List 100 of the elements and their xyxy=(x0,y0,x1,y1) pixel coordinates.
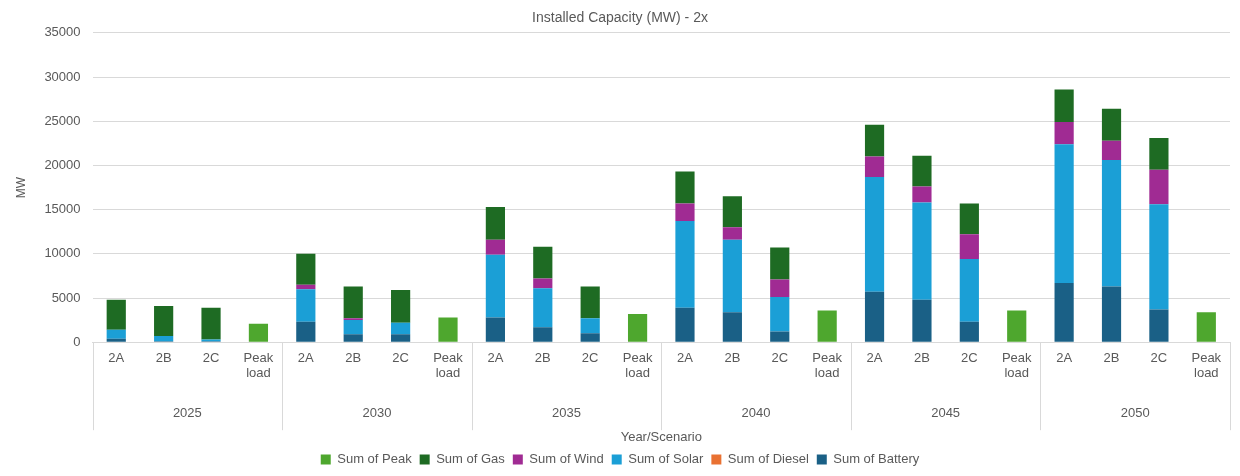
bar xyxy=(912,155,932,187)
bar xyxy=(722,239,742,313)
legend-label: Sum of Peak xyxy=(337,451,413,467)
bar xyxy=(533,278,553,289)
x-tick-label: 2B xyxy=(534,349,551,365)
bar xyxy=(391,334,411,342)
bar xyxy=(770,247,790,280)
bar xyxy=(1101,140,1122,161)
bar xyxy=(1101,286,1122,342)
bar xyxy=(248,323,269,342)
bar xyxy=(864,291,885,342)
bar xyxy=(343,286,363,319)
bar xyxy=(343,334,363,342)
bar xyxy=(533,246,553,279)
x-tick-label: Peak load xyxy=(622,349,653,381)
y-tick-label: 35000 xyxy=(44,24,81,40)
bar xyxy=(1101,108,1122,141)
bar xyxy=(533,327,553,342)
legend-label: Sum of Gas xyxy=(436,451,506,467)
bar xyxy=(1149,138,1169,170)
bar xyxy=(675,307,695,342)
x-tick-label: Peak load xyxy=(1191,349,1222,381)
bar xyxy=(675,203,695,222)
x-tick-label: 2C xyxy=(581,349,599,365)
text: 2045 xyxy=(931,404,961,420)
legend-label: Sum of Wind xyxy=(529,451,604,467)
y-tick-label: 20000 xyxy=(44,156,81,172)
bar xyxy=(485,239,505,255)
bar xyxy=(1007,310,1027,342)
bar xyxy=(1196,312,1216,342)
x-tick-label: 2B xyxy=(724,349,741,365)
text: 2040 xyxy=(741,404,771,420)
x-tick-label: Peak load xyxy=(243,349,274,381)
x-tick-label: 2B xyxy=(345,349,362,365)
bar xyxy=(627,313,648,342)
bar xyxy=(106,338,126,342)
bar xyxy=(106,299,126,330)
y-tick-label: 15000 xyxy=(44,201,81,217)
bar xyxy=(485,206,505,240)
bar xyxy=(1054,89,1074,123)
bar xyxy=(580,318,600,334)
bar xyxy=(864,124,885,157)
text: 2050 xyxy=(1120,404,1150,420)
bar xyxy=(770,297,790,332)
bar xyxy=(864,176,885,292)
text: 2025 xyxy=(172,404,202,420)
x-tick-label: 2A xyxy=(677,349,694,365)
x-tick-label: 2B xyxy=(1103,349,1120,365)
x-tick-label: 2A xyxy=(866,349,883,365)
legend-label: Sum of Solar xyxy=(628,451,705,467)
bar xyxy=(912,202,932,300)
bar xyxy=(1101,160,1122,287)
bar xyxy=(1149,204,1169,310)
bar xyxy=(154,305,174,337)
bar xyxy=(106,329,126,339)
legend-label: Sum of Battery xyxy=(833,451,920,467)
bar xyxy=(391,290,411,323)
x-tick-label: 2A xyxy=(297,349,315,365)
bar xyxy=(912,186,932,203)
y-tick-label: 10000 xyxy=(44,245,81,261)
x-axis-title: Year/Scenario xyxy=(620,428,702,444)
bar xyxy=(675,221,695,308)
bar xyxy=(959,259,979,322)
bar xyxy=(343,320,363,335)
bar xyxy=(722,312,742,342)
x-tick-label: 2C xyxy=(392,349,409,365)
bar xyxy=(201,307,221,340)
bar xyxy=(485,317,505,342)
text: 2030 xyxy=(362,404,392,420)
bar xyxy=(580,286,600,319)
y-tick-label: 5000 xyxy=(51,289,81,305)
bar xyxy=(817,310,837,342)
bar xyxy=(296,253,316,285)
bar xyxy=(864,156,885,177)
bar xyxy=(154,336,174,342)
bar xyxy=(722,196,742,228)
text: 2035 xyxy=(552,404,581,420)
bar xyxy=(438,317,458,342)
x-tick-label: 2C xyxy=(202,349,220,365)
bar xyxy=(959,203,979,235)
bar xyxy=(1054,282,1074,342)
bar xyxy=(770,331,790,342)
x-tick-label: 2B xyxy=(155,349,172,365)
y-tick-label: 0 xyxy=(73,333,81,349)
x-tick-label: Peak load xyxy=(812,349,843,381)
chart-title: Installed Capacity (MW) - 2x xyxy=(532,9,708,26)
bar xyxy=(1149,169,1169,205)
bar xyxy=(580,333,600,342)
x-tick-label: 2A xyxy=(108,349,125,365)
x-tick-label: 2C xyxy=(961,349,978,365)
bar xyxy=(296,321,316,342)
x-tick-label: Peak load xyxy=(1001,349,1033,381)
bar xyxy=(959,321,979,342)
y-tick-label: 30000 xyxy=(44,68,81,84)
x-tick-label: 2B xyxy=(913,349,930,365)
bar xyxy=(959,234,979,260)
bar xyxy=(485,254,505,318)
bar xyxy=(1054,122,1074,145)
bar xyxy=(722,227,742,240)
bar xyxy=(533,288,553,328)
